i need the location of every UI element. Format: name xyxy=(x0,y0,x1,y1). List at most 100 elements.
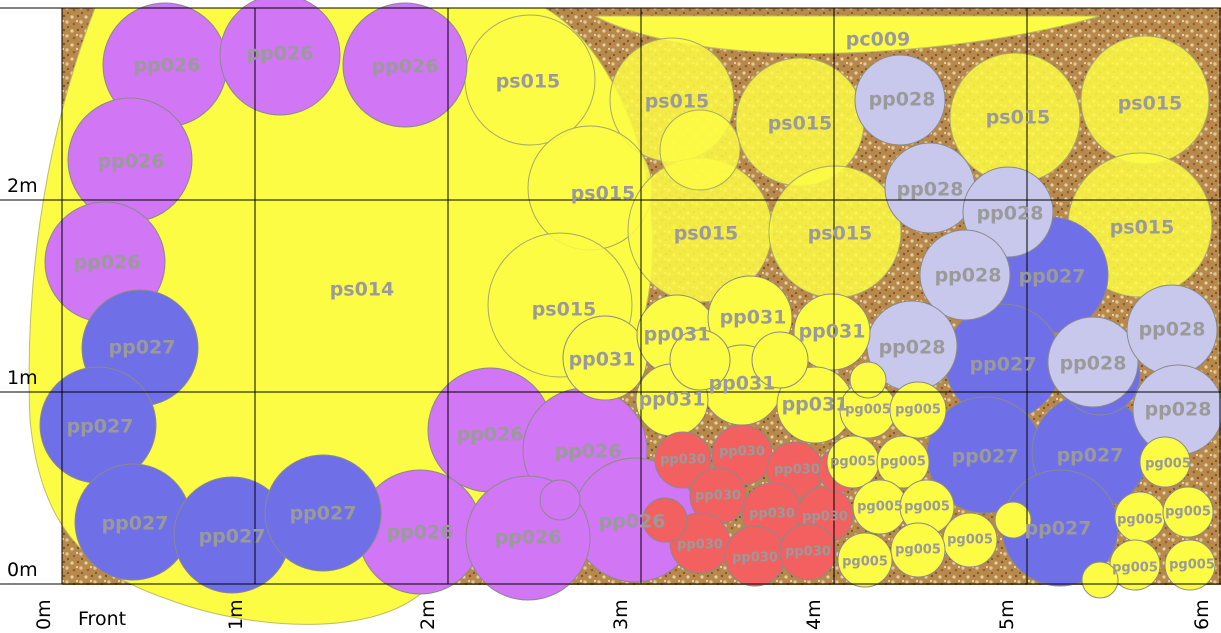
ps015-label: ps015 xyxy=(1118,93,1183,115)
pp031-label: pp031 xyxy=(569,349,636,371)
pg005-label: pg005 xyxy=(947,533,993,548)
pc009-shape xyxy=(594,15,1101,54)
pp031-label: pp031 xyxy=(644,324,711,346)
large-shrubs xyxy=(464,14,1213,378)
pg005-label: pg005 xyxy=(1169,558,1215,573)
ps014-label: ps014 xyxy=(330,279,395,301)
pp031-label: pp031 xyxy=(799,321,866,343)
pp027-plant xyxy=(264,454,382,572)
pg005-plant xyxy=(1139,436,1191,488)
plant-labels: ps014 pc009 ps015 ps015 ps015 ps015 ps015 ps015… xyxy=(67,29,1215,576)
pp031-plant xyxy=(751,331,809,389)
pp026-label: pp026 xyxy=(98,151,165,173)
pp031-label: pp031 xyxy=(639,389,706,411)
pg005-label: pg005 xyxy=(895,403,941,418)
pg005-label: pg005 xyxy=(880,455,926,470)
pp027-label: pp027 xyxy=(102,513,169,535)
grid-lines xyxy=(0,7,1221,585)
pg005-label: pg005 xyxy=(845,403,891,418)
pp030-label: pp030 xyxy=(660,453,706,468)
pp027-label: pp027 xyxy=(1057,445,1124,467)
ps015-label: ps015 xyxy=(571,183,636,205)
pp028-plant xyxy=(919,229,1011,321)
pg005-label: pg005 xyxy=(1117,513,1163,528)
pp030-label: pp030 xyxy=(774,463,820,478)
pp028-plant xyxy=(854,54,946,146)
pg005-plant xyxy=(994,501,1032,539)
pp031-plant xyxy=(793,293,871,371)
pp028-label: pp028 xyxy=(1145,399,1212,421)
ps015-label: ps015 xyxy=(768,113,833,135)
pp030-plant xyxy=(779,523,837,581)
y-label-0m: 0m xyxy=(7,559,38,581)
pg005-label: pg005 xyxy=(1145,457,1191,472)
ps015-label: ps015 xyxy=(674,223,739,245)
pp028-label: pp028 xyxy=(1139,319,1206,341)
pg005-label: pg005 xyxy=(830,455,876,470)
ps015-label: ps015 xyxy=(532,299,597,321)
pg005-plant xyxy=(837,532,893,588)
pc009-label: pc009 xyxy=(846,29,911,51)
pp026-label: pp026 xyxy=(555,441,622,463)
ps015-label: ps015 xyxy=(496,71,561,93)
pg005-plant xyxy=(876,435,930,489)
pp026-label: pp026 xyxy=(387,522,454,544)
x-label-5m: 5m xyxy=(996,599,1018,630)
pg005-label: pg005 xyxy=(1112,561,1158,576)
pp030-label: pp030 xyxy=(802,510,848,525)
ps015-label: ps015 xyxy=(986,107,1051,129)
x-label-3m: 3m xyxy=(610,599,632,630)
pp030-label: pp030 xyxy=(785,545,831,560)
x-label-2m: 2m xyxy=(417,599,439,630)
pg005-plant xyxy=(1081,561,1119,599)
pp030-plant xyxy=(654,431,712,489)
pp027-label: pp027 xyxy=(109,337,176,359)
pp027-label: pp027 xyxy=(199,526,266,548)
pp026-label: pp026 xyxy=(457,424,524,446)
pp027-label: pp027 xyxy=(1025,518,1092,540)
pg005-label: pg005 xyxy=(904,500,950,515)
pg005-label: pg005 xyxy=(842,555,888,570)
pp026-plant xyxy=(342,2,468,128)
pp026-plant xyxy=(219,0,341,116)
pp030-label: pp030 xyxy=(677,538,723,553)
y-label-2m: 2m xyxy=(7,175,38,197)
x-label-0m: 0m xyxy=(33,599,55,630)
pp026-plant xyxy=(539,479,581,521)
pp030-plant xyxy=(642,497,688,543)
pg005-label: pg005 xyxy=(857,500,903,515)
pp031-label: pp031 xyxy=(782,394,849,416)
pp027-label: pp027 xyxy=(952,446,1019,468)
pp026-label: pp026 xyxy=(74,252,141,274)
x-label-4m: 4m xyxy=(803,599,825,630)
pg005-plant xyxy=(1164,539,1216,591)
ps015-label: ps015 xyxy=(645,91,710,113)
pg005-plant xyxy=(1162,486,1214,538)
pp028-label: pp028 xyxy=(935,265,1002,287)
pp031-label: pp031 xyxy=(709,373,776,395)
pp028-label: pp028 xyxy=(879,337,946,359)
medium-plants xyxy=(39,0,1221,601)
pp030-label: pp030 xyxy=(749,507,795,522)
pp027-label: pp027 xyxy=(970,354,1037,376)
pp028-label: pp028 xyxy=(869,89,936,111)
front-label: Front xyxy=(78,608,126,630)
pp026-label: pp026 xyxy=(247,43,314,65)
small-plants xyxy=(642,361,1216,599)
ps015-plant xyxy=(659,109,741,191)
pp027-label: pp027 xyxy=(1019,266,1086,288)
pg005-plant xyxy=(890,522,946,578)
x-label-6m: 6m xyxy=(1191,599,1213,630)
ps015-label: ps015 xyxy=(1110,217,1175,239)
pp026-label: pp026 xyxy=(372,56,439,78)
pp027-label: pp027 xyxy=(67,416,134,438)
y-label-1m: 1m xyxy=(7,367,38,389)
pp028-label: pp028 xyxy=(1060,353,1127,375)
pg005-label: pg005 xyxy=(1165,505,1211,520)
pp028-label: pp028 xyxy=(977,203,1044,225)
pp026-label: pp026 xyxy=(134,55,201,77)
pg005-plant xyxy=(849,361,887,399)
pp028-plant xyxy=(1047,316,1139,408)
pp026-label: pp026 xyxy=(495,527,562,549)
